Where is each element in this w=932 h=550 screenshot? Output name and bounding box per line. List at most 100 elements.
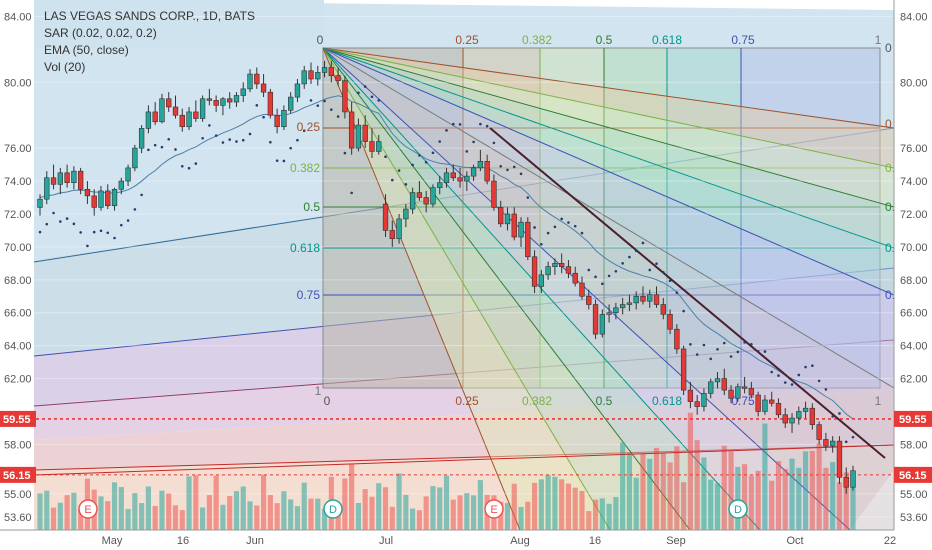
sar-dot <box>377 99 381 102</box>
candle-body <box>193 111 199 119</box>
volume-bar <box>389 506 395 530</box>
volume-bar <box>701 457 707 530</box>
y-axis-bg <box>894 0 932 550</box>
x-tick-label: Jul <box>379 535 393 547</box>
fan-label-top: 1 <box>875 33 882 47</box>
volume-bars <box>37 412 856 530</box>
legend-vol: Vol (20) <box>44 60 86 74</box>
sar-dot <box>607 274 611 278</box>
volume-bar <box>315 498 321 530</box>
sar-dot <box>289 146 292 150</box>
volume-bar <box>139 503 145 530</box>
sar-dot <box>641 241 645 245</box>
candle-body <box>680 348 687 391</box>
candle-body <box>240 88 246 96</box>
sar-dot <box>357 91 360 95</box>
sar-dot <box>330 108 333 111</box>
dividend-marker[interactable]: D <box>728 499 748 519</box>
volume-bar <box>78 509 84 530</box>
candle-body <box>111 188 118 207</box>
fan-label-right: 0. <box>885 288 895 302</box>
candle-body <box>606 312 612 315</box>
volume-bar <box>613 497 619 530</box>
x-tick-label: 16 <box>177 535 189 547</box>
volume-bar <box>545 475 551 530</box>
candle-body <box>741 386 748 389</box>
volume-bar <box>450 499 456 530</box>
volume-bar <box>674 446 680 530</box>
price-badge-right <box>894 466 932 483</box>
candle-body <box>77 170 84 190</box>
candle-body <box>206 98 213 101</box>
volume-bar <box>179 510 185 530</box>
volume-bar <box>132 493 138 530</box>
sar-dot <box>336 115 340 118</box>
y-tick-label-left: 74.00 <box>4 176 32 188</box>
volume-bar <box>620 442 626 530</box>
sar-dot <box>201 136 204 140</box>
candle-body <box>233 95 240 103</box>
volume-bar <box>836 482 843 530</box>
candle-body <box>836 440 843 478</box>
volume-bar <box>410 508 416 530</box>
sar-dot <box>838 412 841 415</box>
sar-dot <box>614 269 618 273</box>
sar-dot <box>722 341 726 345</box>
sar-dot <box>214 134 218 137</box>
candle-body <box>145 111 152 129</box>
volume-bar <box>748 475 754 530</box>
marker-label: D <box>329 504 337 516</box>
sar-dot <box>208 124 211 127</box>
sar-dot <box>485 124 489 128</box>
fan-label-bottom: 0.618 <box>652 394 682 408</box>
sar-dot <box>695 353 699 356</box>
candle-body <box>504 213 511 225</box>
volume-bar <box>775 461 782 530</box>
sar-dot <box>180 164 184 168</box>
trendline <box>33 444 895 476</box>
sar-dot <box>370 95 374 99</box>
candle-body <box>613 307 619 314</box>
candle-body <box>762 399 768 412</box>
volume-bar <box>532 482 538 530</box>
marker-label: E <box>84 504 91 516</box>
fan-label-top: 0 <box>317 33 324 47</box>
sar-dot <box>302 129 306 132</box>
volume-bar <box>206 495 212 530</box>
volume-bar <box>44 490 50 530</box>
candle-body <box>559 263 565 267</box>
volume-bar <box>267 495 273 530</box>
sar-dot <box>106 231 110 235</box>
candle-body <box>769 399 775 404</box>
sar-dot <box>804 365 807 369</box>
sar-dot <box>282 159 286 163</box>
x-tick-label: Aug <box>510 535 530 547</box>
candle-body <box>64 172 70 184</box>
volume-bar <box>457 495 463 530</box>
fan-label-right: 0 <box>885 117 892 131</box>
sar-dot <box>702 343 706 347</box>
candle-body <box>382 203 389 231</box>
volume-bar <box>288 499 294 530</box>
candle-body <box>470 167 477 177</box>
candle-body <box>274 114 280 128</box>
fan-label-right: 0. <box>885 241 895 255</box>
fan-ray <box>322 47 895 129</box>
sar-dot <box>350 191 353 195</box>
marker-label: D <box>734 504 742 516</box>
candle-body <box>775 402 782 416</box>
earnings-marker[interactable]: E <box>484 499 504 519</box>
y-tick-label-right: 68.00 <box>900 275 928 287</box>
candle-body <box>84 188 91 197</box>
price-badge-left-text: 59.55 <box>3 414 31 426</box>
candlesticks[interactable] <box>37 60 856 494</box>
earnings-marker[interactable]: E <box>78 499 98 519</box>
dividend-marker[interactable]: D <box>323 499 343 519</box>
candle-body <box>199 98 206 119</box>
candle-body <box>281 109 287 128</box>
sar-dot <box>553 225 557 229</box>
sar-dot <box>580 231 584 235</box>
fib-box-col <box>604 48 667 388</box>
